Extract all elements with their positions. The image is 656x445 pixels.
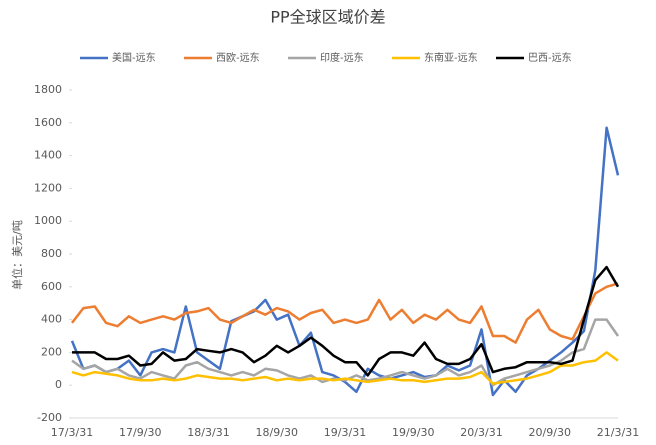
series-line	[71, 351, 619, 385]
legend-label: 巴西-远东	[528, 51, 572, 64]
y-tick-label: 1800	[34, 83, 62, 96]
y-tick-label: 0	[55, 378, 62, 391]
y-tick-label: 1200	[34, 181, 62, 194]
x-tick-label: 17/9/30	[119, 426, 161, 439]
series-line	[72, 265, 620, 377]
x-tick-label: 21/3/31	[597, 426, 639, 439]
x-tick-label: 20/3/31	[460, 426, 502, 439]
y-tick-label: 800	[41, 247, 62, 260]
x-tick-label: 19/9/30	[392, 426, 434, 439]
y-tick-label: 400	[41, 313, 62, 326]
legend-label: 美国-远东	[112, 51, 156, 64]
x-tick-label: 17/3/31	[51, 426, 93, 439]
x-tick-label: 20/9/30	[529, 426, 571, 439]
y-tick-label: 600	[41, 280, 62, 293]
series-line	[71, 318, 620, 387]
y-tick-label: -200	[37, 411, 62, 424]
series-line	[71, 282, 619, 344]
legend-label: 印度-远东	[320, 51, 364, 64]
legend-label: 西欧-远东	[216, 51, 260, 64]
x-tick-label: 19/3/31	[324, 426, 366, 439]
chart-title: PP全球区域价差	[270, 8, 385, 27]
series-line	[70, 126, 620, 397]
x-tick-label: 18/9/30	[256, 426, 298, 439]
legend-label: 东南亚-远东	[424, 51, 478, 64]
y-tick-label: 1000	[34, 214, 62, 227]
y-tick-label: 200	[41, 345, 62, 358]
y-tick-label: 1600	[34, 116, 62, 129]
y-tick-label: 1400	[34, 149, 62, 162]
y-axis-label: 单位：美元/吨	[10, 220, 24, 290]
x-tick-label: 18/3/31	[187, 426, 229, 439]
